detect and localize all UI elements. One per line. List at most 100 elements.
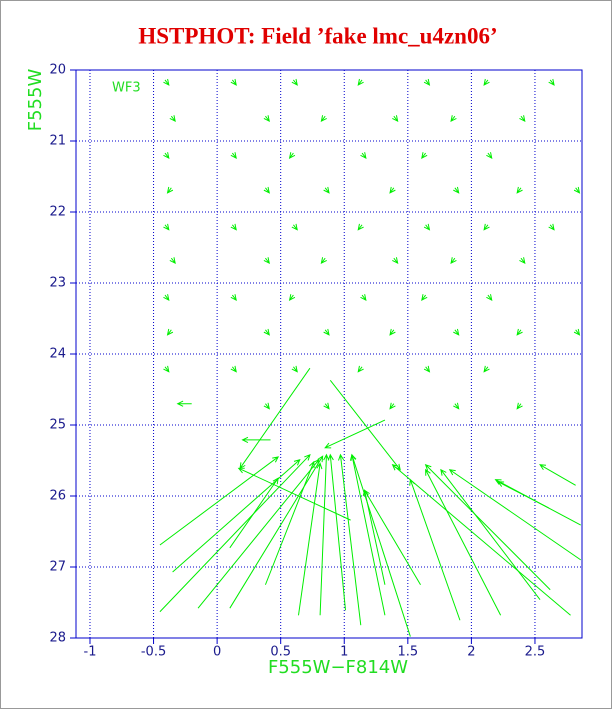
arrow — [241, 436, 271, 443]
arrow — [319, 453, 330, 616]
y-tick-label: 25 — [49, 418, 66, 433]
arrow — [320, 257, 327, 265]
arrow — [497, 481, 550, 509]
y-tick-label: 20 — [49, 63, 66, 78]
x-tick-label: 1.5 — [397, 645, 418, 660]
arrow — [423, 223, 431, 231]
x-tick-label: -0.5 — [141, 645, 166, 660]
y-tick-label: 22 — [49, 205, 66, 220]
arrow — [360, 294, 367, 301]
arrow — [163, 78, 170, 86]
arrow — [159, 456, 280, 546]
arrow — [424, 463, 551, 591]
arrow — [389, 186, 396, 194]
arrow — [360, 152, 367, 159]
arrow — [163, 294, 170, 301]
arrow — [483, 78, 490, 86]
arrow — [263, 186, 270, 194]
arrow — [288, 152, 296, 159]
arrow — [329, 379, 401, 471]
arrow — [364, 489, 421, 586]
arrow — [166, 186, 174, 194]
x-axis-label: F555W−F814W — [268, 657, 408, 678]
arrow — [229, 477, 279, 549]
x-tick-label: 0.5 — [270, 645, 291, 660]
arrow — [323, 328, 330, 336]
y-tick-label: 21 — [49, 134, 66, 149]
arrow — [421, 294, 428, 301]
arrow — [516, 402, 523, 410]
y-tick-label: 24 — [49, 347, 66, 362]
y-axis-label: F555W — [25, 69, 46, 132]
arrow — [483, 223, 490, 231]
arrow — [453, 402, 460, 410]
arrow — [163, 365, 170, 373]
arrow — [291, 365, 298, 373]
arrow — [263, 328, 270, 336]
arrow — [548, 78, 555, 86]
arrow — [288, 294, 296, 301]
arrow — [229, 455, 324, 609]
arrow — [350, 453, 411, 637]
arrow — [573, 328, 581, 336]
arrow — [389, 402, 396, 410]
arrow — [389, 328, 396, 336]
arrow — [539, 464, 576, 486]
annotation: WF3 — [112, 81, 141, 96]
arrow — [263, 115, 270, 123]
arrow — [323, 402, 330, 410]
arrow — [450, 257, 457, 265]
arrow — [423, 78, 431, 86]
arrow — [230, 365, 237, 373]
arrow — [169, 257, 176, 265]
arrow — [357, 78, 364, 86]
arrow — [519, 115, 526, 123]
arrow — [453, 328, 460, 336]
arrow — [230, 223, 237, 231]
arrow — [264, 460, 315, 585]
arrow — [327, 453, 347, 611]
arrow — [486, 152, 493, 159]
arrow — [176, 400, 192, 407]
arrow — [483, 365, 490, 373]
arrow — [338, 453, 362, 626]
x-tick-label: -1 — [84, 645, 97, 660]
arrow — [425, 468, 502, 616]
arrow — [263, 402, 270, 410]
arrow — [166, 328, 174, 336]
arrow — [291, 223, 298, 231]
arrow — [453, 186, 460, 194]
arrow — [263, 257, 270, 265]
y-tick-label: 28 — [49, 631, 66, 646]
y-tick-label: 27 — [49, 560, 66, 575]
arrow — [230, 78, 237, 86]
x-tick-label: 1 — [340, 645, 348, 660]
arrow — [573, 186, 581, 194]
arrow — [163, 152, 170, 159]
arrow — [548, 223, 555, 231]
arrow — [392, 115, 399, 123]
y-tick-label: 23 — [49, 276, 66, 291]
arrow — [324, 419, 386, 449]
arrow — [291, 78, 298, 86]
arrow — [448, 469, 582, 561]
plot-border — [75, 69, 583, 639]
arrow — [237, 467, 351, 521]
arrow — [486, 294, 493, 301]
arrow — [516, 186, 523, 194]
arrow — [320, 115, 327, 123]
arrow — [323, 186, 330, 194]
arrow — [230, 294, 237, 301]
arrow — [421, 152, 428, 159]
arrow — [239, 367, 311, 470]
arrow — [169, 115, 176, 123]
arrow — [357, 223, 364, 231]
x-tick-label: 2 — [467, 645, 475, 660]
arrow — [163, 223, 170, 231]
chart-title: HSTPHOT: Field ’fake lmc_u4zn06’ — [138, 23, 497, 48]
arrow — [450, 115, 457, 123]
arrow — [297, 462, 323, 616]
arrow — [230, 152, 237, 159]
